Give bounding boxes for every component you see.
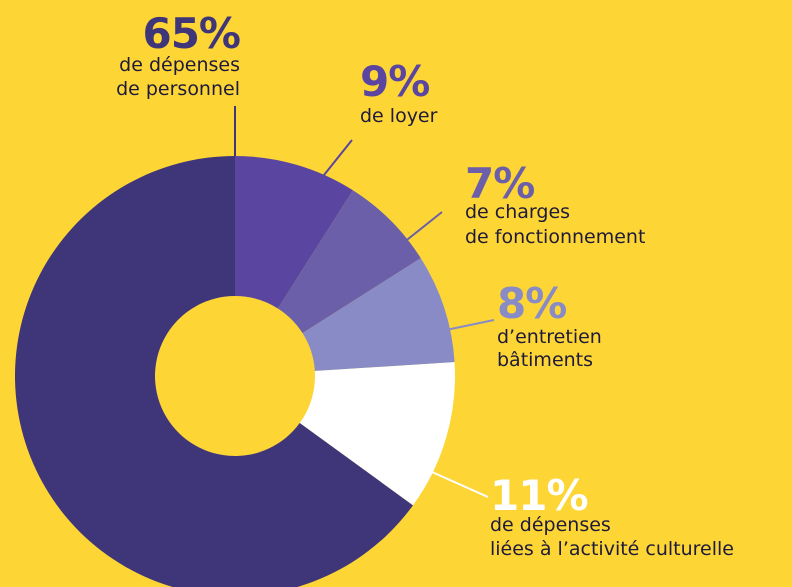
value-label: 65% [142, 9, 240, 58]
slice-label: bâtiments [497, 349, 593, 371]
slice [277, 190, 421, 334]
slice-label: de loyer [360, 105, 438, 127]
leader-line [431, 471, 489, 498]
slice [235, 156, 353, 309]
value-label: 9% [360, 57, 429, 106]
slice-label: de personnel [116, 78, 240, 100]
slice-label: de dépenses [119, 54, 240, 76]
slice-label: de fonctionnement [465, 226, 645, 248]
slice-label: de dépenses [490, 514, 611, 536]
slice-label: d’entretien [497, 326, 602, 348]
value-label: 8% [497, 279, 566, 328]
slice [299, 362, 455, 506]
leader-line [397, 211, 443, 248]
slice [302, 258, 455, 371]
slice-label: liées à l’activité culturelle [490, 538, 734, 560]
slice-label: de charges [465, 201, 570, 223]
leader-line [445, 319, 495, 331]
slice [15, 156, 413, 587]
leader-line [311, 139, 353, 191]
value-label: 7% [465, 159, 534, 208]
value-label: 11% [490, 471, 588, 520]
